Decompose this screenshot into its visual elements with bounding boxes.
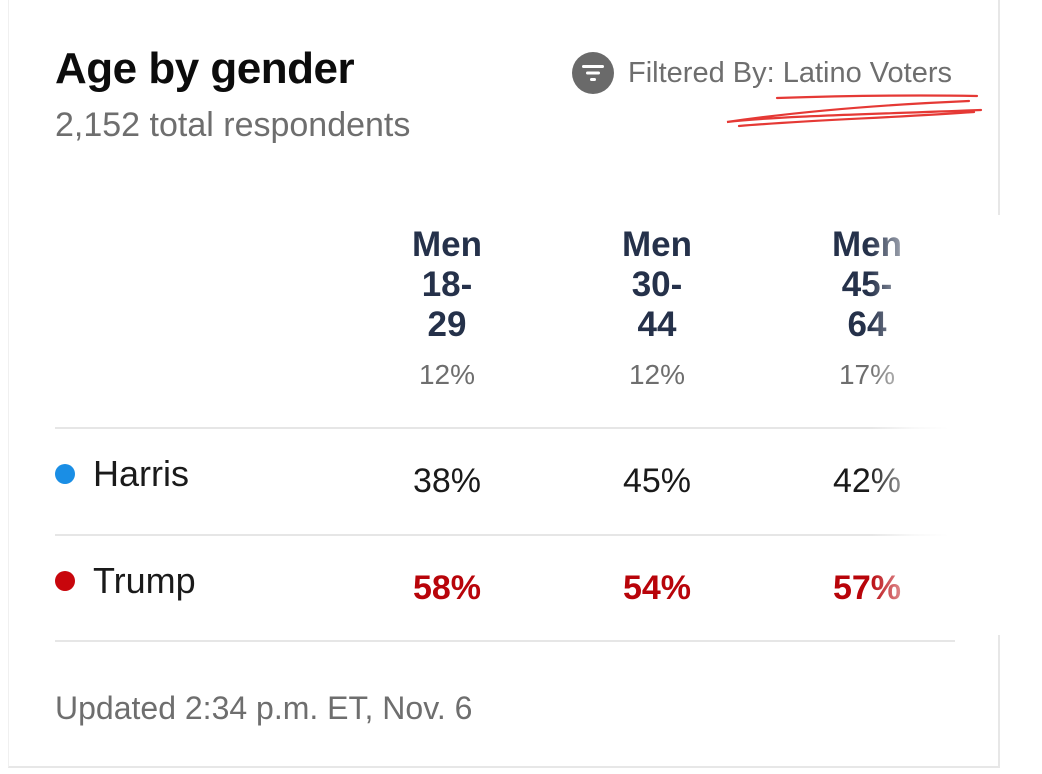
column-share: 12% (418, 359, 476, 390)
filter-indicator[interactable]: Filtered By: Latino Voters (572, 52, 952, 94)
column-share: 17% (838, 359, 896, 390)
table-row-harris: Harris 38% 45% 42% (9, 428, 1001, 534)
candidate-harris: Harris (55, 428, 189, 520)
red-scribble-annotation (726, 94, 983, 128)
column-name: Men 18- 29 (412, 225, 482, 344)
column-men-45-64: Men 45- 64 17% (787, 225, 947, 391)
updated-timestamp: Updated 2:34 p.m. ET, Nov. 6 (55, 690, 473, 726)
column-share: 12% (628, 359, 686, 390)
column-men-18-29: Men 18- 29 12% (367, 225, 527, 391)
harris-men-30-44: 45% (622, 462, 692, 500)
candidate-trump: Trump (55, 535, 196, 627)
candidate-label: Harris (93, 453, 189, 494)
total-respondents: 2,152 total respondents (55, 106, 411, 144)
column-men-30-44: Men 30- 44 12% (577, 225, 737, 391)
column-name: Men 45- 64 (832, 225, 902, 344)
harris-color-dot (55, 464, 75, 484)
filter-icon (572, 52, 614, 94)
table-divider (55, 640, 955, 642)
card-title: Age by gender (55, 44, 355, 93)
trump-men-18-29: 58% (412, 569, 482, 607)
trump-color-dot (55, 571, 75, 591)
filter-label: Filtered By: Latino Voters (628, 56, 952, 89)
column-name: Men 30- 44 (622, 225, 692, 344)
harris-men-45-64: 42% (832, 462, 902, 500)
candidate-label: Trump (93, 560, 196, 601)
age-by-gender-card: Age by gender 2,152 total respondents Fi… (8, 0, 1009, 768)
trump-men-30-44: 54% (622, 569, 692, 607)
table-divider (55, 427, 955, 429)
table-divider (55, 534, 955, 536)
table-row-trump: Trump 58% 54% 57% (9, 535, 1001, 641)
trump-men-45-64: 57% (832, 569, 902, 607)
harris-men-18-29: 38% (412, 462, 482, 500)
column-headers: Men 18- 29 12% Men 30- 44 12% Men 45- 64… (9, 225, 1001, 395)
